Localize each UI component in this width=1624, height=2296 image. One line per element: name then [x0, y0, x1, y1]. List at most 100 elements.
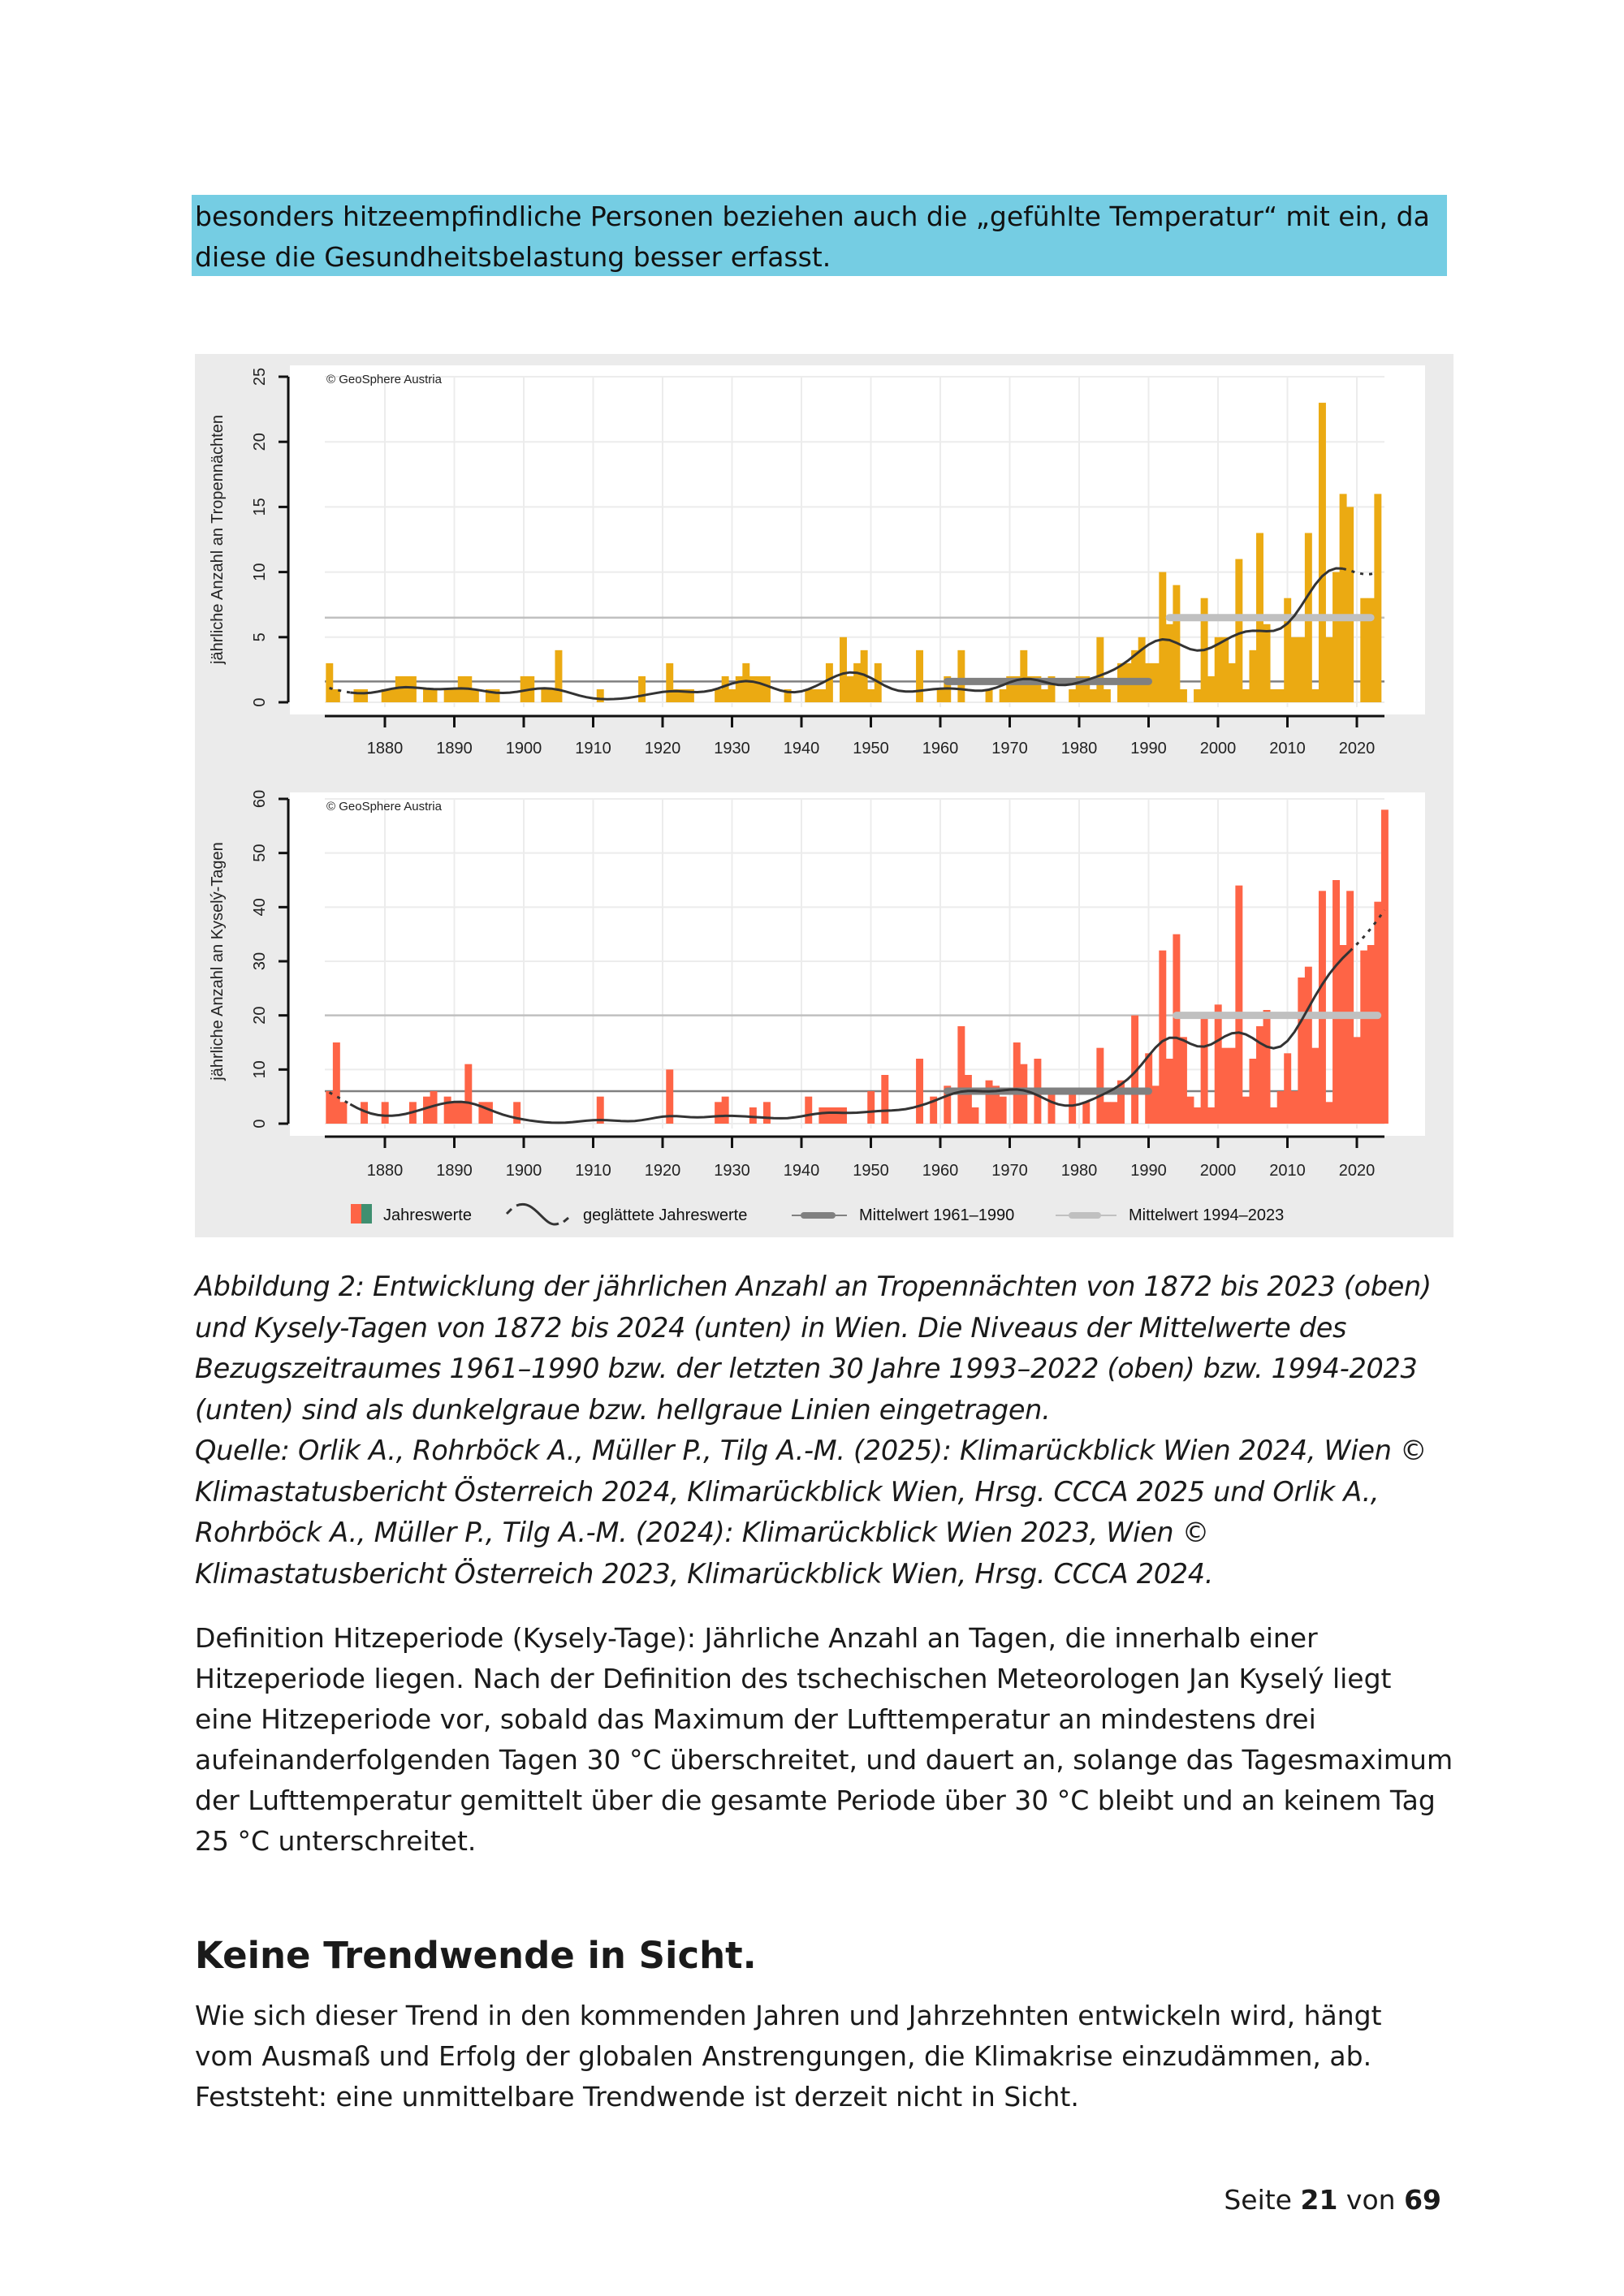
x-tick-label: 1930	[714, 740, 750, 757]
bar	[811, 688, 819, 702]
bar	[846, 675, 854, 702]
y-tick-label: 10	[251, 563, 269, 580]
bar	[1318, 891, 1326, 1124]
bar	[749, 1107, 757, 1124]
caption-line: Bezugszeitraumes 1961–1990 bzw. der letz…	[195, 1353, 1418, 1384]
chart-legend: Jahreswerte geglättete Jahreswerte Mittelw…	[351, 1202, 1284, 1226]
bar	[1360, 950, 1368, 1124]
caption-line: Klimastatusbericht Österreich 2023, Klim…	[195, 1557, 1214, 1590]
bar	[1159, 572, 1167, 702]
bar	[840, 637, 847, 702]
bar	[1131, 1015, 1139, 1124]
definition-line: aufeinanderfolgenden Tagen 30 °C übersch…	[195, 1744, 1453, 1776]
bar	[1263, 1010, 1271, 1124]
bar	[596, 1096, 604, 1124]
bar	[1117, 1080, 1125, 1124]
bar	[485, 688, 493, 702]
x-tick-label: 2020	[1339, 1162, 1376, 1180]
bar	[430, 688, 438, 702]
bar	[443, 1096, 451, 1124]
bar	[860, 650, 868, 702]
bar	[1228, 1047, 1236, 1124]
bar	[1360, 598, 1368, 702]
bar	[825, 662, 833, 702]
definition-line: der Lufttemperatur gemittelt über die ge…	[195, 1785, 1436, 1816]
bar	[471, 688, 479, 702]
bar	[1214, 1004, 1222, 1124]
bar	[1034, 675, 1042, 702]
bar	[985, 688, 993, 702]
bar	[478, 1102, 486, 1124]
bar	[944, 1085, 952, 1124]
bar	[423, 688, 430, 702]
bar	[408, 675, 417, 702]
bar	[1194, 688, 1202, 702]
section-line: Wie sich dieser Trend in den kommenden J…	[195, 2000, 1382, 2031]
bar	[1214, 637, 1222, 702]
bar	[326, 1091, 334, 1124]
legend-smooth-curve-icon	[516, 1202, 559, 1226]
bar	[666, 1069, 674, 1124]
bar	[1346, 891, 1354, 1124]
legend-swatch-red	[351, 1204, 361, 1224]
bar	[1339, 494, 1347, 702]
bar	[666, 662, 674, 702]
x-tick-label: 1950	[853, 740, 889, 757]
bar	[784, 688, 792, 702]
bar	[1151, 1085, 1160, 1124]
x-tick-label: 1960	[922, 740, 959, 757]
bar	[1367, 598, 1375, 702]
x-tick-label: 1990	[1130, 1162, 1167, 1180]
bar	[1047, 1091, 1056, 1124]
x-tick-label: 1950	[853, 1162, 889, 1180]
bar	[1311, 1047, 1320, 1124]
legend-label-mean-recent: Mittelwert 1994–2023	[1129, 1206, 1284, 1224]
bar	[721, 675, 729, 702]
bar	[992, 1085, 1000, 1124]
bar	[1284, 598, 1292, 702]
bar	[818, 688, 827, 702]
bar	[1298, 978, 1306, 1124]
bar	[672, 688, 680, 702]
bar	[1290, 637, 1298, 702]
chart-2: 0 10 20 30 40 50 60 1880 1890 1900 1910 1920 1930 194…	[209, 790, 1425, 1180]
bar	[332, 1042, 340, 1124]
bar	[555, 650, 563, 702]
bar	[1020, 650, 1028, 702]
bar	[715, 688, 723, 702]
bar	[395, 675, 403, 702]
x-tick-label: 1980	[1061, 740, 1098, 757]
bar	[1165, 624, 1173, 702]
bar	[930, 1096, 938, 1124]
bar	[762, 675, 771, 702]
bar	[957, 1026, 965, 1124]
bar	[1346, 507, 1354, 702]
bar	[492, 688, 500, 702]
bar	[361, 1102, 369, 1124]
bar	[805, 688, 813, 702]
bar	[1096, 637, 1104, 702]
bar	[332, 688, 340, 702]
bar	[686, 688, 694, 702]
y-tick-label: 25	[251, 368, 269, 386]
bar	[1013, 675, 1021, 702]
bar	[999, 688, 1007, 702]
page-of: von	[1345, 2184, 1396, 2216]
bar	[1151, 662, 1160, 702]
bar	[1228, 662, 1236, 702]
bar	[430, 1091, 438, 1124]
bar	[964, 1075, 972, 1124]
x-tick-label: 1970	[991, 1162, 1028, 1180]
x-tick-label: 1900	[506, 1162, 542, 1180]
bar	[1242, 688, 1250, 702]
figure-charts: 0 5 10 15 20 25 1880 1890 1900 1910 1920 1930 1940 19…	[195, 354, 1453, 1237]
bar	[638, 675, 646, 702]
bar	[513, 1102, 521, 1124]
bar	[1311, 688, 1320, 702]
bar	[1256, 1026, 1263, 1124]
bar	[1221, 637, 1229, 702]
y-tick-label: 40	[251, 898, 269, 916]
x-tick-label: 2020	[1339, 740, 1376, 757]
smoothed-line	[349, 950, 1351, 1124]
bar	[1332, 880, 1341, 1124]
